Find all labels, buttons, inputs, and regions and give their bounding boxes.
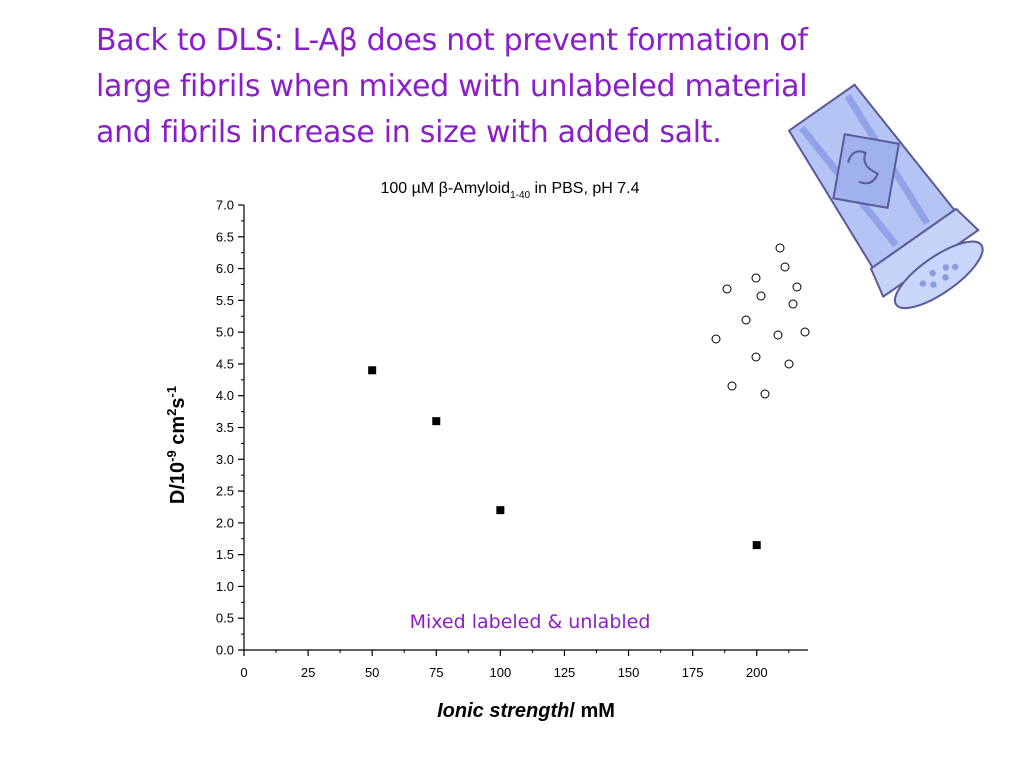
y-ticks: 0.0 0.5 1.0 1.5 2.0 2.5 3.0 3.5 4.0 4.5 5.0 5.5 6.0 6… (216, 198, 244, 658)
data-point (432, 417, 441, 426)
x-tick-label: 25 (301, 665, 315, 680)
y-tick-label: 0.5 (216, 611, 234, 626)
y-tick-label: 7.0 (216, 198, 234, 213)
x-tick-label: 75 (429, 665, 443, 680)
chart-title-subscript: 1-40 (510, 190, 530, 201)
y-tick-label: 2.0 (216, 515, 234, 530)
title-line-3: and fibrils increase in size with added … (96, 115, 722, 150)
chart-title-prefix: 100 µM β-Amyloid (381, 180, 511, 197)
x-tick-label: 200 (746, 665, 768, 680)
title-line-2: large fibrils when mixed with unlabeled … (96, 69, 808, 104)
y-tick-label: 6.0 (216, 261, 234, 276)
x-tick-label: 50 (365, 665, 379, 680)
y-tick-label: 5.5 (216, 293, 234, 308)
data-points (368, 366, 761, 550)
y-tick-label: 1.5 (216, 547, 234, 562)
chart-title: 100 µM β-Amyloid1-40 in PBS, pH 7.4 (381, 180, 640, 201)
y-tick-label: 3.0 (216, 452, 234, 467)
y-tick-label: 1.0 (216, 579, 234, 594)
y-tick-label: 5.0 (216, 325, 234, 340)
chart-title-suffix: in PBS, pH 7.4 (530, 180, 639, 197)
data-point (496, 506, 505, 515)
y-tick-label: 4.0 (216, 388, 234, 403)
salt-shaker-icon (711, 83, 984, 399)
y-tick-label: 6.5 (216, 229, 234, 244)
title-line-1: Back to DLS: L-Aβ does not prevent forma… (96, 23, 808, 58)
y-axis-label: D/10-9 cm2s-1 (164, 386, 189, 504)
slide-title: Back to DLS: L-Aβ does not prevent forma… (96, 18, 936, 156)
y-tick-label: 0.0 (216, 643, 234, 658)
y-tick-label: 2.5 (216, 484, 234, 499)
y-tick-label: 3.5 (216, 420, 234, 435)
x-tick-label: 150 (618, 665, 640, 680)
mixed-label-annotation: Mixed labeled & unlabled (410, 611, 651, 633)
x-tick-label: 175 (682, 665, 704, 680)
x-axis-label: Ionic strength/ mM (437, 700, 615, 722)
x-tick-label: 100 (490, 665, 512, 680)
x-tick-label: 125 (554, 665, 576, 680)
axes (243, 205, 808, 651)
y-tick-label: 4.5 (216, 356, 234, 371)
x-ticks: 0 25 50 75 100 125 150 175 200 (240, 650, 790, 680)
data-point (368, 366, 377, 375)
salt-grains (711, 243, 810, 399)
data-point (752, 541, 761, 550)
x-tick-label: 0 (240, 665, 247, 680)
